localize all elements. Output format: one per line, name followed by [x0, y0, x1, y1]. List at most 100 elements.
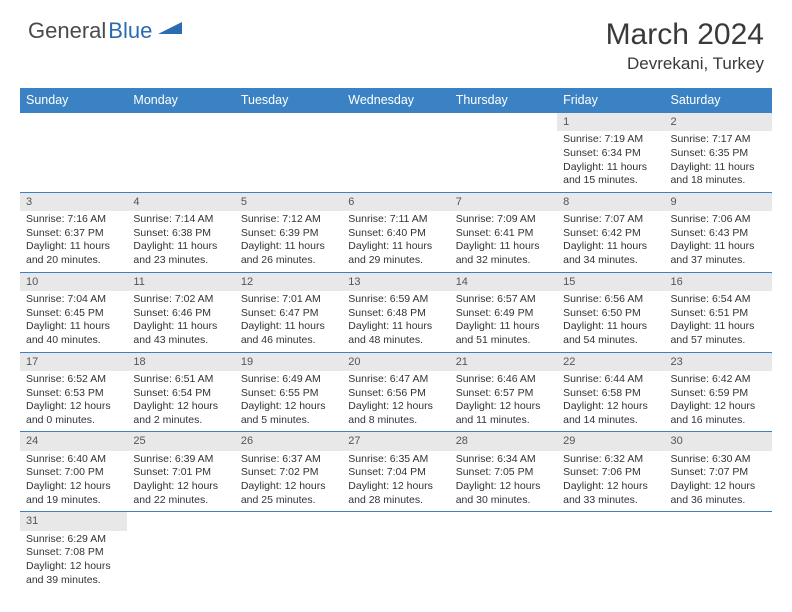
sunset-text: Sunset: 7:01 PM: [133, 466, 228, 480]
day-number: 25: [127, 432, 234, 450]
daylight-text: and 25 minutes.: [241, 494, 336, 508]
sunrise-text: Sunrise: 7:07 AM: [563, 213, 658, 227]
daylight-text: and 15 minutes.: [563, 174, 658, 188]
day-details: Sunrise: 6:59 AMSunset: 6:48 PMDaylight:…: [342, 291, 449, 352]
day-details: Sunrise: 6:52 AMSunset: 6:53 PMDaylight:…: [20, 371, 127, 432]
daylight-text: Daylight: 11 hours: [26, 240, 121, 254]
day-details: Sunrise: 7:01 AMSunset: 6:47 PMDaylight:…: [235, 291, 342, 352]
calendar-day-cell: 20Sunrise: 6:47 AMSunset: 6:56 PMDayligh…: [342, 352, 449, 432]
daylight-text: Daylight: 11 hours: [133, 320, 228, 334]
calendar-day-cell: [342, 512, 449, 591]
day-number: 6: [342, 193, 449, 211]
day-number: 16: [665, 273, 772, 291]
day-details: Sunrise: 6:57 AMSunset: 6:49 PMDaylight:…: [450, 291, 557, 352]
daylight-text: Daylight: 12 hours: [241, 400, 336, 414]
day-details: Sunrise: 7:17 AMSunset: 6:35 PMDaylight:…: [665, 131, 772, 192]
day-details: Sunrise: 7:16 AMSunset: 6:37 PMDaylight:…: [20, 211, 127, 272]
calendar-week-row: 1Sunrise: 7:19 AMSunset: 6:34 PMDaylight…: [20, 113, 772, 193]
weekday-header-row: Sunday Monday Tuesday Wednesday Thursday…: [20, 88, 772, 113]
daylight-text: and 40 minutes.: [26, 334, 121, 348]
daylight-text: Daylight: 11 hours: [563, 320, 658, 334]
flag-icon: [158, 18, 184, 44]
daylight-text: and 34 minutes.: [563, 254, 658, 268]
daylight-text: Daylight: 12 hours: [26, 560, 121, 574]
sunrise-text: Sunrise: 6:39 AM: [133, 453, 228, 467]
sunrise-text: Sunrise: 6:32 AM: [563, 453, 658, 467]
calendar-day-cell: 7Sunrise: 7:09 AMSunset: 6:41 PMDaylight…: [450, 192, 557, 272]
daylight-text: and 28 minutes.: [348, 494, 443, 508]
calendar-day-cell: [557, 512, 664, 591]
calendar-day-cell: 21Sunrise: 6:46 AMSunset: 6:57 PMDayligh…: [450, 352, 557, 432]
day-number: 31: [20, 512, 127, 530]
sunset-text: Sunset: 7:08 PM: [26, 546, 121, 560]
calendar-day-cell: [342, 113, 449, 193]
sunrise-text: Sunrise: 6:47 AM: [348, 373, 443, 387]
sunset-text: Sunset: 6:47 PM: [241, 307, 336, 321]
sunset-text: Sunset: 6:35 PM: [671, 147, 766, 161]
daylight-text: and 11 minutes.: [456, 414, 551, 428]
sunrise-text: Sunrise: 7:06 AM: [671, 213, 766, 227]
sunset-text: Sunset: 6:58 PM: [563, 387, 658, 401]
daylight-text: and 26 minutes.: [241, 254, 336, 268]
calendar-day-cell: 22Sunrise: 6:44 AMSunset: 6:58 PMDayligh…: [557, 352, 664, 432]
daylight-text: Daylight: 12 hours: [671, 480, 766, 494]
day-number: 7: [450, 193, 557, 211]
daylight-text: and 5 minutes.: [241, 414, 336, 428]
daylight-text: and 23 minutes.: [133, 254, 228, 268]
day-details: Sunrise: 7:12 AMSunset: 6:39 PMDaylight:…: [235, 211, 342, 272]
day-details: Sunrise: 6:42 AMSunset: 6:59 PMDaylight:…: [665, 371, 772, 432]
day-details: Sunrise: 6:51 AMSunset: 6:54 PMDaylight:…: [127, 371, 234, 432]
weekday-header: Friday: [557, 88, 664, 113]
calendar-day-cell: 19Sunrise: 6:49 AMSunset: 6:55 PMDayligh…: [235, 352, 342, 432]
daylight-text: and 54 minutes.: [563, 334, 658, 348]
calendar-day-cell: 9Sunrise: 7:06 AMSunset: 6:43 PMDaylight…: [665, 192, 772, 272]
sunrise-text: Sunrise: 6:46 AM: [456, 373, 551, 387]
daylight-text: Daylight: 11 hours: [348, 320, 443, 334]
sunset-text: Sunset: 7:04 PM: [348, 466, 443, 480]
sunset-text: Sunset: 6:45 PM: [26, 307, 121, 321]
day-details: Sunrise: 6:40 AMSunset: 7:00 PMDaylight:…: [20, 451, 127, 512]
calendar-day-cell: 13Sunrise: 6:59 AMSunset: 6:48 PMDayligh…: [342, 272, 449, 352]
daylight-text: and 43 minutes.: [133, 334, 228, 348]
sunrise-text: Sunrise: 7:01 AM: [241, 293, 336, 307]
daylight-text: Daylight: 11 hours: [671, 240, 766, 254]
daylight-text: Daylight: 12 hours: [26, 480, 121, 494]
daylight-text: Daylight: 11 hours: [241, 320, 336, 334]
day-details: Sunrise: 6:34 AMSunset: 7:05 PMDaylight:…: [450, 451, 557, 512]
day-details: Sunrise: 7:11 AMSunset: 6:40 PMDaylight:…: [342, 211, 449, 272]
sunset-text: Sunset: 6:39 PM: [241, 227, 336, 241]
day-number: 17: [20, 353, 127, 371]
title-block: March 2024 Devrekani, Turkey: [606, 18, 764, 74]
sunrise-text: Sunrise: 7:12 AM: [241, 213, 336, 227]
calendar-day-cell: 25Sunrise: 6:39 AMSunset: 7:01 PMDayligh…: [127, 432, 234, 512]
sunset-text: Sunset: 6:48 PM: [348, 307, 443, 321]
sunset-text: Sunset: 6:34 PM: [563, 147, 658, 161]
day-number: 24: [20, 432, 127, 450]
day-number: 18: [127, 353, 234, 371]
sunrise-text: Sunrise: 6:49 AM: [241, 373, 336, 387]
daylight-text: and 14 minutes.: [563, 414, 658, 428]
day-details: Sunrise: 7:09 AMSunset: 6:41 PMDaylight:…: [450, 211, 557, 272]
calendar-day-cell: 18Sunrise: 6:51 AMSunset: 6:54 PMDayligh…: [127, 352, 234, 432]
day-details: Sunrise: 7:07 AMSunset: 6:42 PMDaylight:…: [557, 211, 664, 272]
sunset-text: Sunset: 6:46 PM: [133, 307, 228, 321]
day-details: Sunrise: 6:44 AMSunset: 6:58 PMDaylight:…: [557, 371, 664, 432]
daylight-text: Daylight: 11 hours: [133, 240, 228, 254]
sunset-text: Sunset: 7:05 PM: [456, 466, 551, 480]
day-number: 21: [450, 353, 557, 371]
calendar-day-cell: 11Sunrise: 7:02 AMSunset: 6:46 PMDayligh…: [127, 272, 234, 352]
calendar-day-cell: [665, 512, 772, 591]
daylight-text: and 2 minutes.: [133, 414, 228, 428]
sunrise-text: Sunrise: 7:09 AM: [456, 213, 551, 227]
day-number: 13: [342, 273, 449, 291]
daylight-text: and 51 minutes.: [456, 334, 551, 348]
day-details: Sunrise: 6:29 AMSunset: 7:08 PMDaylight:…: [20, 531, 127, 592]
calendar-day-cell: [235, 113, 342, 193]
sunrise-text: Sunrise: 6:34 AM: [456, 453, 551, 467]
day-details: Sunrise: 6:54 AMSunset: 6:51 PMDaylight:…: [665, 291, 772, 352]
day-number: 11: [127, 273, 234, 291]
sunrise-text: Sunrise: 6:37 AM: [241, 453, 336, 467]
calendar-day-cell: [450, 113, 557, 193]
daylight-text: Daylight: 11 hours: [563, 240, 658, 254]
sunset-text: Sunset: 6:51 PM: [671, 307, 766, 321]
